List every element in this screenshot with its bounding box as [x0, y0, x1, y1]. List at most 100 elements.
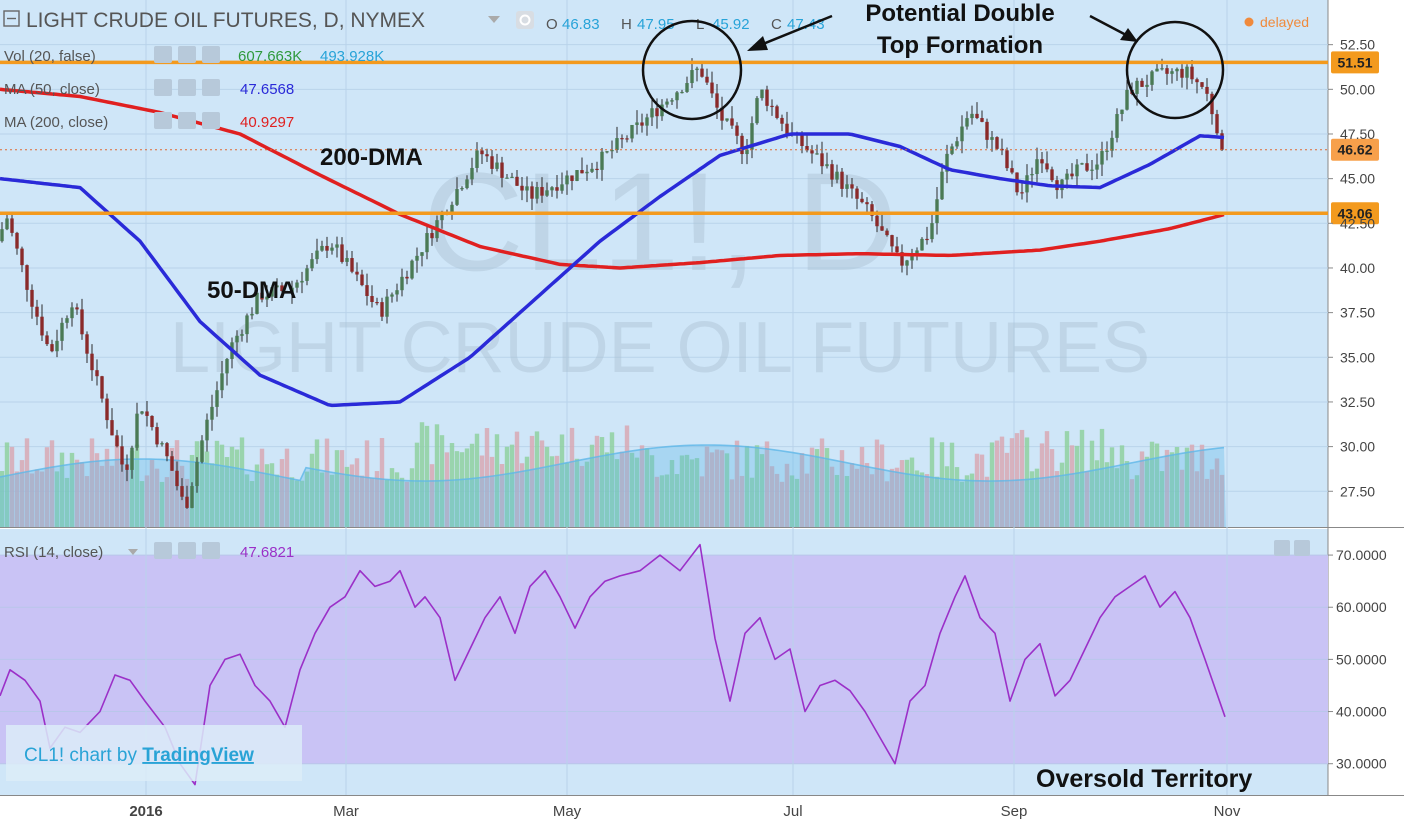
volume-bar	[734, 440, 740, 527]
candle-body	[835, 171, 839, 180]
time-tick-label: Nov	[1214, 803, 1241, 820]
volume-bar	[429, 464, 435, 527]
eye-icon[interactable]	[154, 112, 172, 129]
candle-body	[755, 98, 759, 124]
volume-bar	[674, 474, 680, 527]
close-icon[interactable]	[202, 79, 220, 96]
candle-body	[85, 334, 89, 354]
candle-body	[695, 68, 699, 71]
volume-bar	[869, 474, 875, 527]
volume-bar	[284, 448, 290, 527]
volume-bar	[744, 445, 750, 527]
candle-body	[865, 202, 869, 205]
candle-body	[945, 153, 949, 172]
candle-body	[685, 83, 689, 92]
volume-bar	[69, 452, 75, 527]
volume-bar	[94, 453, 100, 527]
candle-body	[520, 185, 524, 191]
volume-bar	[459, 452, 465, 527]
candle-body	[825, 164, 829, 167]
gear-icon[interactable]	[178, 79, 196, 96]
candle-body	[455, 189, 459, 205]
annotation-double-top-1: Potential Double	[865, 0, 1054, 27]
candle-body	[285, 291, 289, 293]
price-tick-label: 42.50	[1340, 215, 1375, 231]
volume-bar	[539, 440, 545, 527]
volume-bar	[519, 463, 525, 527]
volume-bar	[1084, 471, 1090, 527]
close-icon[interactable]	[202, 112, 220, 129]
volume-bar	[339, 450, 345, 527]
gear-icon[interactable]	[516, 11, 534, 29]
gear-icon[interactable]	[178, 112, 196, 129]
volume-bar	[289, 477, 295, 527]
volume-bar	[754, 445, 760, 527]
volume-bar	[644, 448, 650, 527]
candle-body	[525, 186, 529, 191]
volume-bar	[54, 471, 60, 527]
volume-bar	[454, 451, 460, 527]
volume-bar	[149, 460, 155, 527]
volume-bar	[1024, 437, 1030, 527]
volume-bar	[84, 476, 90, 527]
price-tick-label: 30.00	[1340, 439, 1375, 455]
candle-body	[935, 199, 939, 224]
candle-body	[530, 186, 534, 199]
chevron-down-icon[interactable]	[488, 16, 500, 23]
candle-body	[985, 121, 989, 140]
candle-body	[885, 230, 889, 236]
volume-bar	[1214, 458, 1220, 527]
candle-body	[15, 232, 19, 249]
candle-body	[335, 244, 339, 248]
volume-bar	[154, 468, 160, 527]
volume-bar	[359, 475, 365, 527]
collapse-icon[interactable]	[3, 10, 20, 27]
close-icon[interactable]	[202, 542, 220, 559]
gear-icon[interactable]	[178, 542, 196, 559]
eye-icon[interactable]	[154, 46, 172, 63]
arrow-right-head	[1120, 28, 1138, 42]
watermark-big: CL1!, D	[423, 143, 898, 300]
volume-bar	[349, 464, 355, 527]
candle-body	[975, 113, 979, 119]
volume-bar	[309, 453, 315, 527]
volume-bar	[664, 474, 670, 527]
chevron-down-icon[interactable]	[128, 549, 138, 555]
candle-body	[105, 398, 109, 421]
volume-bar	[534, 431, 540, 527]
eye-icon[interactable]	[154, 79, 172, 96]
volume-bar	[264, 464, 270, 527]
pane-down-icon[interactable]	[1294, 540, 1310, 556]
volume-bar	[1124, 461, 1130, 527]
volume-bar	[269, 463, 275, 527]
candle-body	[1205, 86, 1209, 94]
volume-bar	[1134, 475, 1140, 527]
candle-body	[875, 215, 879, 227]
candle-body	[805, 146, 809, 151]
candle-body	[910, 255, 914, 261]
volume-bar	[1179, 469, 1185, 527]
gear-icon[interactable]	[178, 46, 196, 63]
volume-bar	[79, 462, 85, 527]
volume-bar	[544, 446, 550, 527]
volume-bar	[699, 476, 705, 527]
delayed-label: delayed	[1260, 14, 1309, 30]
volume-bar	[1009, 438, 1015, 527]
volume-bar	[49, 440, 55, 527]
volume-bar	[684, 454, 690, 527]
volume-bar	[789, 475, 795, 527]
candle-body	[425, 233, 429, 253]
close-icon[interactable]	[202, 46, 220, 63]
pane-up-icon[interactable]	[1274, 540, 1290, 556]
candle-body	[720, 107, 724, 121]
candle-body	[1160, 68, 1164, 70]
volume-bar	[1094, 460, 1100, 527]
volume-bar	[639, 445, 645, 527]
eye-icon[interactable]	[154, 542, 172, 559]
volume-bar	[1189, 444, 1195, 527]
arrow-left-head	[747, 36, 768, 51]
branding-link[interactable]: TradingView	[142, 745, 254, 766]
volume-bar	[64, 477, 70, 527]
candles	[0, 58, 1224, 509]
candle-body	[280, 285, 284, 292]
